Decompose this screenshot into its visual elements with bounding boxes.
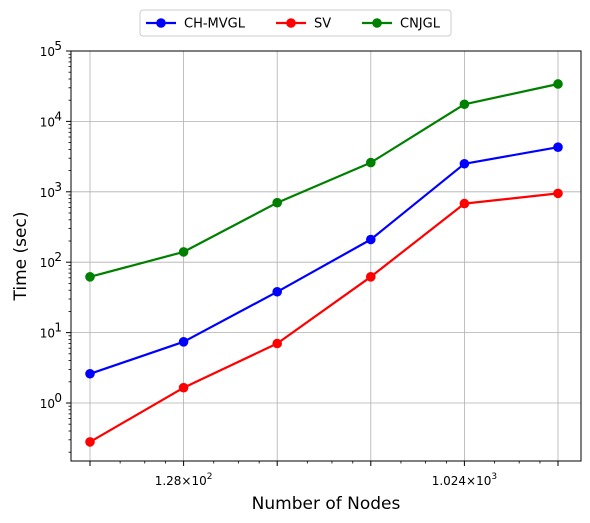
data-point bbox=[272, 197, 283, 208]
y-tick-label: 10 bbox=[40, 256, 55, 270]
legend: CH-MVGL SV CNJGL bbox=[139, 9, 452, 37]
legend-label: CNJGL bbox=[400, 17, 441, 32]
y-tick-label: 10 bbox=[40, 327, 55, 341]
data-point bbox=[85, 368, 95, 379]
y-tick-label: 10 bbox=[40, 186, 55, 200]
data-point bbox=[272, 338, 283, 349]
x-axis-title: Number of Nodes bbox=[252, 494, 401, 514]
data-point bbox=[178, 382, 189, 393]
x-tick-label: 1.28×102 bbox=[155, 472, 213, 488]
series-layer bbox=[85, 79, 563, 447]
x-tick-label: 1.024×103 bbox=[432, 472, 497, 488]
data-point bbox=[366, 272, 376, 282]
y-tick-label: 10 bbox=[40, 115, 55, 129]
series-line bbox=[89, 192, 559, 443]
legend-label: CH-MVGL bbox=[184, 17, 246, 32]
y-tick-exponent: 2 bbox=[54, 250, 62, 264]
data-point bbox=[553, 142, 563, 153]
data-point bbox=[272, 286, 283, 297]
grid bbox=[71, 50, 581, 461]
data-point bbox=[553, 188, 563, 199]
data-point bbox=[178, 337, 189, 347]
data-point bbox=[85, 437, 95, 447]
y-tick-label: 10 bbox=[40, 397, 55, 411]
y-tick-label: 10 bbox=[40, 45, 55, 59]
y-tick-exponent: 5 bbox=[54, 39, 62, 53]
data-point bbox=[553, 79, 563, 89]
series-line bbox=[89, 146, 559, 375]
plot-frame bbox=[70, 50, 582, 462]
data-point bbox=[366, 157, 376, 168]
data-point bbox=[366, 234, 376, 245]
legend-marker bbox=[286, 18, 296, 28]
y-tick-exponent: 4 bbox=[54, 109, 62, 123]
data-point bbox=[85, 272, 95, 282]
data-point bbox=[178, 247, 189, 257]
y-tick-exponent: 1 bbox=[54, 321, 62, 335]
legend-marker bbox=[372, 18, 382, 28]
series-line bbox=[89, 82, 559, 278]
x-axis: 1.28×102 1.024×103 bbox=[89, 461, 559, 488]
y-tick-exponent: 0 bbox=[54, 391, 62, 405]
legend-marker bbox=[156, 18, 166, 28]
legend-label: SV bbox=[314, 17, 331, 32]
data-point bbox=[459, 99, 470, 110]
data-point bbox=[459, 158, 470, 169]
y-tick-exponent: 3 bbox=[54, 180, 62, 194]
y-axis-title: Time (sec) bbox=[11, 212, 31, 302]
data-point bbox=[459, 198, 470, 209]
